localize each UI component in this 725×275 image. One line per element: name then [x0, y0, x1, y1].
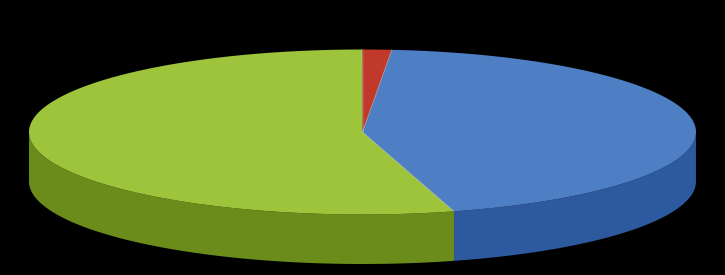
Polygon shape	[29, 131, 454, 264]
Polygon shape	[29, 50, 454, 215]
Polygon shape	[362, 50, 696, 211]
Polygon shape	[362, 50, 392, 132]
Polygon shape	[454, 131, 696, 261]
